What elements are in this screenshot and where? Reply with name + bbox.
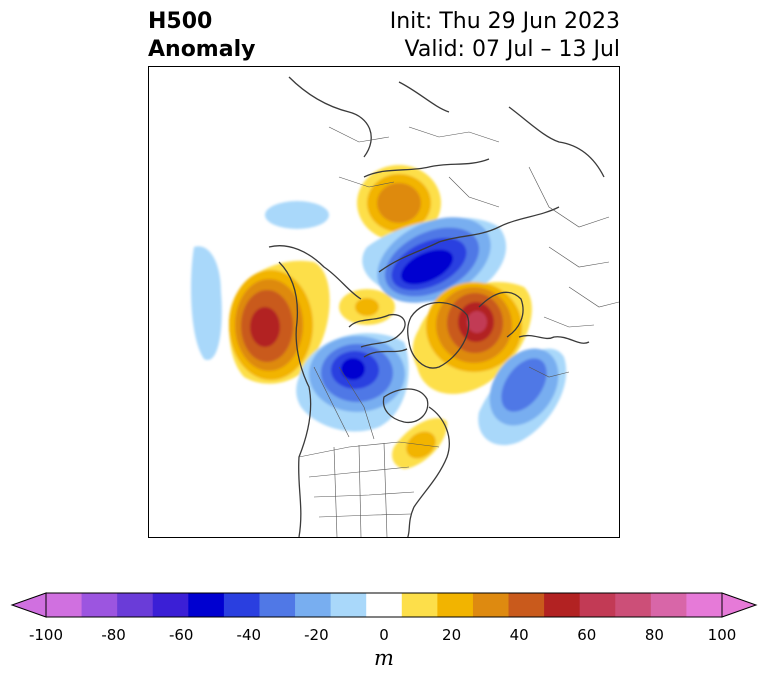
colorbar-svg (10, 592, 758, 618)
colorbar-segment (544, 593, 581, 617)
colorbar-tick-label: -40 (236, 626, 262, 644)
colorbar-segment (508, 593, 545, 617)
coastlines (268, 76, 605, 537)
pos-siberia (357, 165, 441, 241)
colorbar-extend-low (10, 592, 47, 618)
pos-gulf-alaska (229, 260, 330, 384)
pos-east-us (392, 418, 448, 469)
colorbar-tick-label: 0 (379, 626, 389, 644)
colorbar (0, 580, 768, 684)
map-panel (148, 66, 620, 538)
map-dates: Init: Thu 29 Jun 2023 Valid: 07 Jul – 13… (390, 8, 620, 64)
colorbar-segment (472, 593, 510, 617)
colorbar-segment (401, 593, 438, 617)
neg-beaufort (265, 201, 329, 229)
neg-pacific (191, 246, 222, 361)
colorbar-segment (188, 593, 225, 617)
colorbar-segment (259, 593, 296, 617)
colorbar-tick-label: -80 (101, 626, 126, 644)
valid-range: Valid: 07 Jul – 13 Jul (404, 37, 620, 62)
colorbar-border (45, 592, 723, 618)
colorbar-extend-high (721, 592, 758, 618)
colorbar-segment (81, 593, 118, 617)
colorbar-tick-label: 20 (442, 626, 462, 644)
title-variable: H500 (148, 9, 213, 34)
colorbar-tick-label: 60 (577, 626, 597, 644)
map-title: H500 Anomaly (148, 8, 255, 64)
colorbar-segment (295, 593, 332, 617)
borders (298, 126, 619, 537)
init-date: Init: Thu 29 Jun 2023 (389, 9, 620, 34)
colorbar-segment (437, 593, 474, 617)
colorbar-tick-label: 40 (509, 626, 529, 644)
colorbar-tick-label: -60 (168, 626, 194, 644)
neg-eurasia (362, 217, 507, 303)
title-type: Anomaly (148, 37, 256, 62)
colorbar-segment (46, 593, 83, 617)
colorbar-tick-labels: -100 -80 -60 -40 -20 0 20 40 60 80 100 (0, 626, 768, 646)
colorbar-tick-label: 80 (644, 626, 664, 644)
colorbar-segment (223, 593, 260, 617)
colorbar-segment (579, 593, 616, 617)
colorbar-segment (686, 593, 723, 617)
colorbar-tick-label: 100 (707, 626, 737, 644)
colorbar-segment (366, 593, 403, 617)
colorbar-tick-label: -100 (28, 626, 64, 644)
colorbar-segment (330, 593, 367, 617)
colorbar-segment (650, 593, 687, 617)
colorbar-segment (152, 593, 189, 617)
anomaly-map (191, 76, 619, 537)
colorbar-tick-label: -20 (304, 626, 329, 644)
colorbar-segment (615, 593, 652, 617)
neg-n-atlantic (478, 348, 567, 446)
colorbar-segment (117, 593, 154, 617)
colorbar-units: m (374, 646, 394, 670)
neg-canada (296, 333, 409, 432)
